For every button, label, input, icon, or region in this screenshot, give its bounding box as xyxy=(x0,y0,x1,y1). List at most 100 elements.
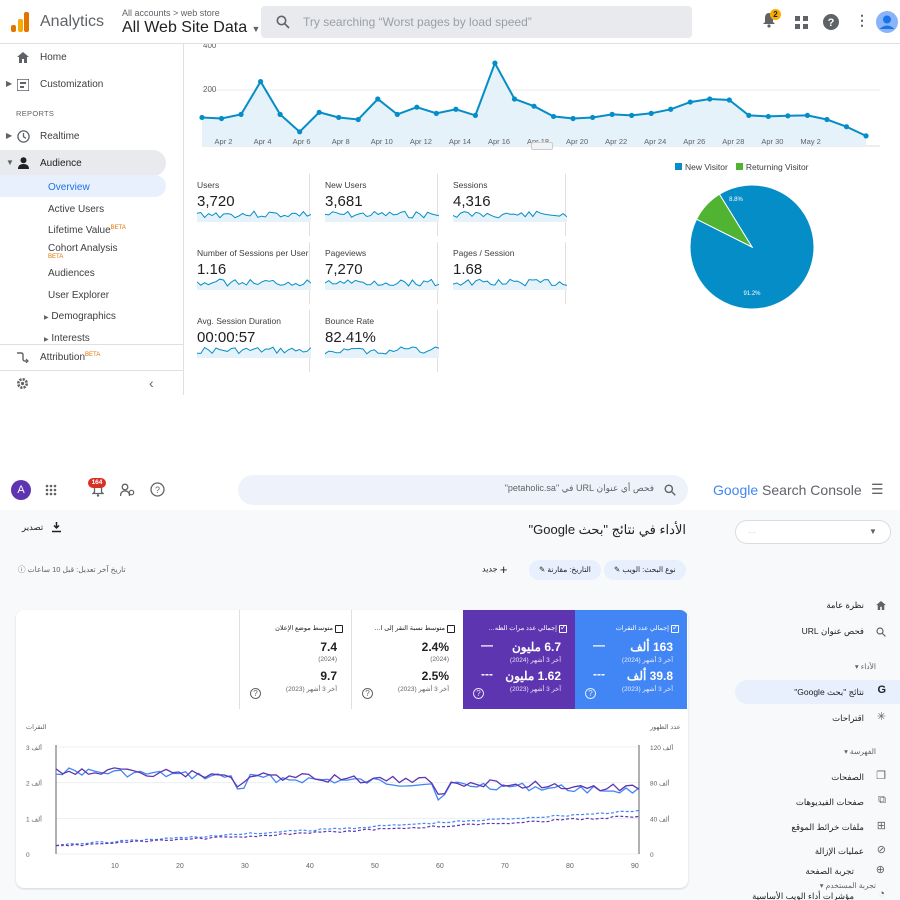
sidebar-item-realtime[interactable]: ▶ Realtime xyxy=(0,124,168,149)
url-inspect-search[interactable]: فحص أي عنوان URL في "petaholic.sa" xyxy=(238,475,688,505)
sidebar-item-overview[interactable]: Overview xyxy=(48,182,90,193)
metric-tile[interactable]: Bounce Rate 82.41% xyxy=(313,310,439,372)
checkbox-icon[interactable]: ✓ xyxy=(559,623,567,633)
help-circle-icon[interactable]: ? xyxy=(585,688,596,699)
menu-icon[interactable]: ☰ xyxy=(871,481,884,497)
manage-users-icon[interactable] xyxy=(120,483,135,497)
notifications-bell-icon[interactable]: 2 xyxy=(762,9,781,31)
metric-tile[interactable]: Sessions 4,316 xyxy=(441,174,567,236)
data-point xyxy=(218,115,225,122)
metric-period-2023: آخر 3 أشهر (2023) xyxy=(285,686,337,693)
export-button[interactable]: تصدير xyxy=(22,522,62,533)
metric-card[interactable]: متوسط موضع الإعلان 7.4 (2024) 9.7 آخر 3 أشهر… xyxy=(239,610,351,709)
overview-selected-bg xyxy=(0,175,166,197)
account-avatar[interactable]: A xyxy=(11,480,31,500)
legend-item: New Visitor xyxy=(675,162,728,172)
sidebar-item-customization[interactable]: ▶ Customization xyxy=(0,72,168,97)
sidebar-item-demographics[interactable]: ▶ Demographics xyxy=(44,311,116,322)
x-tick-label: 40 xyxy=(306,863,314,870)
filter-chip-search-type[interactable]: نوع البحث: الويب ✎ xyxy=(604,560,686,580)
ga-top-bar: Analytics All accounts > web store All W… xyxy=(0,0,900,44)
account-avatar[interactable] xyxy=(876,11,898,33)
edit-pencil-icon: ✎ xyxy=(539,565,546,574)
metric-tile[interactable]: New Users 3,681 xyxy=(313,174,439,236)
checkbox-icon[interactable] xyxy=(447,625,455,633)
search-input[interactable]: Try searching “Worst pages by load speed… xyxy=(261,6,692,38)
sidebar-item-lifetime-value[interactable]: Lifetime ValueBETA xyxy=(48,225,126,236)
nav-section-performance[interactable]: الأداء ▾ xyxy=(855,662,876,671)
ga-main-content: 400 200 Apr 2 Apr 4 Apr 6 Apr 8 Apr 10 Apr 12 Ap… xyxy=(185,44,900,395)
breadcrumb[interactable]: All accounts > web store xyxy=(122,8,220,18)
chart-resize-handle[interactable] xyxy=(531,142,553,150)
sparkline-line xyxy=(197,346,311,355)
metric-period-2023: آخر 3 أشهر (2023) xyxy=(509,686,561,693)
apps-grid-icon[interactable] xyxy=(795,16,808,29)
dashed-line-legend-icon: --- xyxy=(481,667,493,681)
property-selector[interactable]: ▼ … xyxy=(735,520,891,544)
x-tick-label: Apr 28 xyxy=(722,137,744,146)
nav-item-url-inspection[interactable]: فحص عنوان URL xyxy=(802,626,890,637)
help-circle-icon[interactable]: ? xyxy=(250,688,261,699)
sidebar-item-attribution[interactable]: AttributionBETA xyxy=(0,345,168,370)
nav-item-suggestions[interactable]: اقتراحات xyxy=(832,713,890,724)
nav-label: فحص عنوان URL xyxy=(801,626,864,636)
metric-tile[interactable]: Users 3,720 xyxy=(185,174,311,236)
caret-right-icon: ▶ xyxy=(44,315,49,321)
nav-item-search-results-selected[interactable] xyxy=(735,680,900,704)
data-point xyxy=(238,111,244,117)
more-vert-icon[interactable]: ⋮ xyxy=(855,12,869,28)
data-point xyxy=(355,116,361,123)
notifications-bell-icon[interactable]: 164 xyxy=(88,478,106,502)
property-selector[interactable]: All Web Site Data ▼ xyxy=(122,19,260,37)
nav-item-removals[interactable]: عمليات الإزالة xyxy=(815,846,890,857)
legend-label: Returning Visitor xyxy=(745,162,809,172)
metric-value-2023: 2.5% xyxy=(421,669,449,683)
nav-section-indexing[interactable]: الفهرسة ▾ xyxy=(844,747,876,756)
metric-value: 3,681 xyxy=(325,193,363,210)
nav-item-sitemaps[interactable]: ملفات خرائط الموقع xyxy=(791,822,890,833)
metric-tile[interactable]: Pageviews 7,270 xyxy=(313,242,439,304)
help-circle-icon[interactable]: ? xyxy=(362,688,373,699)
nav-item-page-experience[interactable]: تجربة الصفحة xyxy=(805,866,855,876)
add-filter-button[interactable]: + جديد xyxy=(482,562,507,577)
collapse-chevron-icon[interactable]: ‹ xyxy=(149,375,154,391)
nav-section-experience[interactable]: تجربة المستخدم ▾ xyxy=(820,881,876,890)
sidebar-item-active-users[interactable]: Active Users xyxy=(48,204,105,215)
metric-card[interactable]: متوسط نسبة النقر إلى ا… 2.4% (2024) 2.5% آخر… xyxy=(351,610,463,709)
right-tick-label: 40 ألف xyxy=(650,813,670,823)
metric-period-2024: آخر 3 أشهر (2024) xyxy=(621,657,673,664)
metric-tile[interactable]: Pages / Session 1.68 xyxy=(441,242,567,304)
add-filter-label: جديد xyxy=(482,564,498,574)
filter-chip-date[interactable]: التاريخ: مقارنة ✎ xyxy=(529,560,601,580)
beta-badge: BETA xyxy=(48,254,64,260)
data-point xyxy=(668,106,674,112)
checkbox-icon[interactable]: ✓ xyxy=(671,623,679,633)
help-circle-icon[interactable]: ? xyxy=(473,688,484,699)
metric-card[interactable]: ✓ إجمالي عدد النقرات 163 ألف آخر 3 أشهر (20… xyxy=(575,610,687,709)
sidebar-item-cohort-analysis[interactable]: Cohort Analysis BETA xyxy=(48,243,117,260)
metric-tile[interactable]: Avg. Session Duration 00:00:57 xyxy=(185,310,311,372)
sidebar-item-audience[interactable]: ▼ Audience xyxy=(0,151,168,176)
nav-item-search-results[interactable]: نتائج "بحث Google" xyxy=(794,687,890,698)
nav-item-pages[interactable]: الصفحات xyxy=(831,772,890,783)
sidebar-item-home[interactable]: Home xyxy=(0,45,168,70)
beta-badge: BETA xyxy=(85,352,101,358)
settings-gear-icon[interactable] xyxy=(16,377,29,390)
nav-item-overview[interactable]: نظرة عامة xyxy=(826,600,890,611)
checkbox-icon[interactable] xyxy=(335,625,343,633)
nav-item-core-web-vitals[interactable]: مؤشرات أداء الويب الأساسية xyxy=(752,891,854,900)
help-icon[interactable]: ? xyxy=(150,482,165,497)
sidebar-item-user-explorer[interactable]: User Explorer xyxy=(48,290,110,301)
metric-card[interactable]: ✓ إجمالي عدد مرات الظه… 6.7 مليون آخر 3 أشه… xyxy=(463,610,575,709)
apps-grid-icon[interactable] xyxy=(45,484,57,496)
help-icon[interactable]: ? xyxy=(823,14,839,30)
sidebar-item-audiences[interactable]: Audiences xyxy=(48,268,95,279)
x-tick-label: 30 xyxy=(241,863,249,870)
metric-tile[interactable]: Number of Sessions per User 1.16 xyxy=(185,242,311,304)
nav-item-video-pages[interactable]: صفحات الفيديوهات xyxy=(796,797,890,808)
sparkline-fill xyxy=(197,211,311,222)
sidebar-item-interests[interactable]: ▶ Interests xyxy=(44,333,90,344)
data-point xyxy=(375,96,381,102)
caret-right-icon: ▶ xyxy=(6,131,13,140)
right-tick-label: 80 ألف xyxy=(650,778,670,788)
